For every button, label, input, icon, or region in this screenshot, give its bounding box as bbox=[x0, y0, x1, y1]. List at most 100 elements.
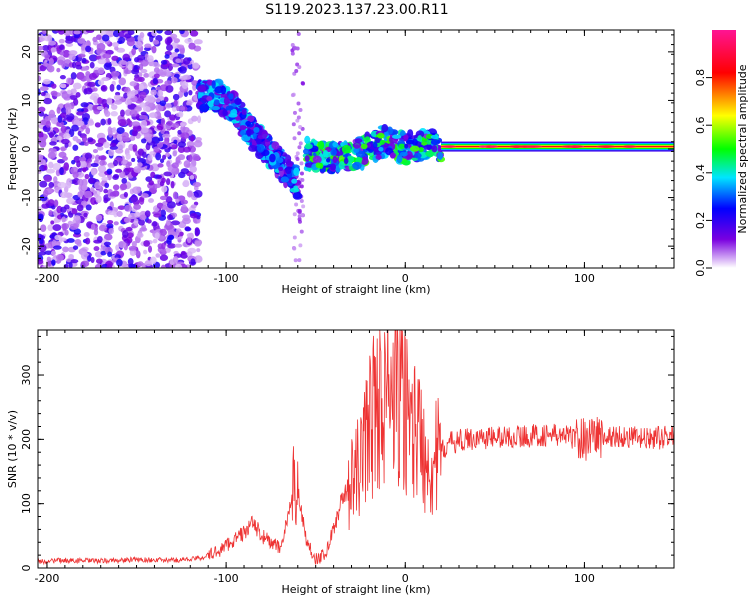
spectrogram-cell bbox=[54, 234, 62, 241]
spectrogram-cell bbox=[50, 250, 57, 256]
x-tick-label: 0 bbox=[402, 272, 409, 285]
spectrogram-cell bbox=[116, 258, 123, 267]
spectrogram-cell bbox=[64, 229, 69, 236]
spectrogram-cell bbox=[139, 214, 147, 221]
spectrogram-cell bbox=[68, 261, 73, 268]
spectrogram-cell bbox=[38, 88, 41, 96]
spectrogram-cell bbox=[122, 159, 128, 165]
spectrogram-cell bbox=[169, 33, 178, 40]
spectrogram-cell bbox=[87, 81, 96, 87]
spectrogram-cell bbox=[125, 153, 131, 160]
y-tick-label: 100 bbox=[20, 493, 33, 514]
spectrogram-cell bbox=[57, 30, 65, 35]
spectrogram-cell bbox=[293, 185, 299, 191]
spectrogram-cell bbox=[106, 97, 113, 106]
spectrogram-cell bbox=[286, 159, 292, 166]
spectrogram-cell bbox=[292, 246, 297, 251]
spectrogram-cell bbox=[42, 189, 49, 198]
spectrogram-cell bbox=[127, 63, 133, 71]
spectrogram-cell bbox=[127, 120, 133, 128]
spectrogram-cell bbox=[56, 67, 61, 73]
spectrogram-cell bbox=[116, 47, 126, 53]
steady-line-hotspot bbox=[598, 145, 616, 148]
spectrogram-cell bbox=[430, 134, 440, 139]
spectrogram-cell bbox=[92, 36, 98, 43]
spectrogram-cell bbox=[299, 184, 304, 189]
spectrogram-cell bbox=[183, 160, 191, 168]
spectrogram-cell bbox=[167, 234, 175, 241]
spectrogram-cell bbox=[171, 106, 177, 112]
spectrogram-cell bbox=[85, 45, 92, 53]
spectrogram-cell bbox=[81, 135, 88, 143]
spectrogram-cell bbox=[165, 247, 171, 253]
spectrogram-cell bbox=[292, 110, 297, 115]
spectrogram-cell bbox=[107, 126, 112, 135]
spectrogram-cell bbox=[38, 251, 47, 256]
spectrogram-cell bbox=[38, 213, 44, 221]
spectrogram-cell bbox=[39, 180, 48, 188]
spectrogram-cell bbox=[181, 81, 189, 89]
spectrogram-cell bbox=[192, 62, 200, 69]
spectrogram-cell bbox=[335, 151, 342, 157]
spectrogram-cell bbox=[43, 97, 52, 105]
spectrogram-cell bbox=[100, 250, 107, 256]
spectrogram-cell bbox=[87, 137, 94, 143]
spectrogram-cell bbox=[199, 103, 210, 113]
spectrogram-cell bbox=[188, 42, 196, 50]
spectrogram-cell bbox=[415, 130, 425, 138]
spectrogram-cell bbox=[50, 47, 57, 53]
spectrogram-cell bbox=[166, 120, 173, 126]
spectrogram-cell bbox=[139, 102, 146, 108]
spectrogram-cell bbox=[94, 181, 102, 190]
colorbar-label: Normalized spectral amplitude bbox=[736, 64, 749, 233]
spectrogram-cell bbox=[189, 212, 198, 219]
spectrogram-cell bbox=[133, 218, 139, 226]
y-tick-label: 0 bbox=[20, 146, 33, 153]
spectrogram-cell bbox=[66, 89, 72, 95]
spectrogram-cell bbox=[298, 108, 303, 113]
spectrogram-cell bbox=[78, 157, 87, 162]
spectrogram-cell bbox=[73, 228, 81, 235]
spectrogram-cell bbox=[190, 135, 195, 142]
spectrogram-cell bbox=[101, 176, 109, 181]
steady-line-band bbox=[441, 145, 674, 148]
spectrogram-cell bbox=[62, 49, 71, 58]
spectrogram-cell bbox=[298, 124, 303, 129]
spectrogram-cell bbox=[93, 95, 98, 104]
spectrogram-cell bbox=[96, 105, 104, 110]
steady-line-hotspot bbox=[441, 145, 457, 148]
spectrogram-cell bbox=[133, 65, 138, 71]
y-tick-label: 200 bbox=[20, 429, 33, 450]
spectrogram-cell bbox=[126, 90, 136, 99]
spectrogram-cell bbox=[192, 154, 200, 161]
spectrogram-cell bbox=[304, 135, 311, 144]
spectrogram-cell bbox=[100, 118, 106, 126]
spectrogram-cell bbox=[71, 61, 77, 69]
spectrogram-cell bbox=[119, 170, 126, 179]
spectrogram-cell bbox=[291, 122, 296, 127]
spectrogram-cell bbox=[193, 39, 203, 45]
spectrogram-cell bbox=[343, 157, 349, 165]
spectrogram-cell bbox=[47, 224, 54, 232]
spectrogram-cell bbox=[83, 232, 90, 238]
spectrogram-cell bbox=[51, 83, 57, 89]
spectrogram-cell bbox=[38, 154, 44, 161]
spectrogram-cell bbox=[137, 162, 143, 168]
spectrogram-cell bbox=[239, 125, 247, 130]
spectrogram-cell bbox=[73, 30, 81, 35]
spectrogram-cell bbox=[197, 85, 207, 93]
spectrogram-cell bbox=[122, 230, 129, 238]
spectrogram-cell bbox=[252, 132, 257, 140]
spectrogram-cell bbox=[180, 250, 186, 256]
spectrogram-cell bbox=[66, 113, 75, 121]
spectrogram-cell bbox=[140, 119, 148, 128]
spectrogram-cell bbox=[189, 30, 199, 37]
spectrogram-cell bbox=[299, 229, 304, 234]
spectrogram-cell bbox=[338, 161, 345, 170]
spectrogram-cell bbox=[183, 179, 190, 187]
spectrogram-cell bbox=[297, 258, 302, 263]
spectrogram-cell bbox=[116, 127, 125, 134]
spectrogram-cell bbox=[228, 113, 238, 118]
spectrogram-cell bbox=[228, 93, 234, 100]
steady-line-hotspot bbox=[569, 145, 579, 148]
